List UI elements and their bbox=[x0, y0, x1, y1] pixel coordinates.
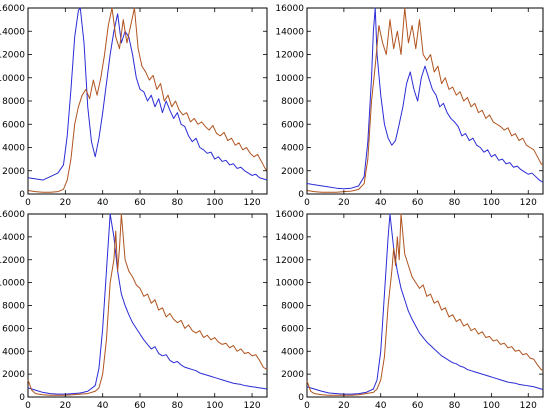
x-tick-label: 20 bbox=[60, 198, 72, 208]
x-tick-label: 60 bbox=[134, 198, 146, 208]
y-tick-label: 0 bbox=[19, 190, 25, 200]
y-tick-label: 8000 bbox=[281, 302, 304, 312]
axes-frame bbox=[306, 213, 544, 398]
y-tick-label: 10000 bbox=[275, 279, 304, 289]
x-tick-label: 20 bbox=[338, 401, 350, 411]
series-line-1 bbox=[27, 7, 268, 181]
y-tick-label: 0 bbox=[19, 393, 25, 403]
series-line-2 bbox=[27, 213, 268, 396]
x-tick-label: 120 bbox=[520, 401, 537, 411]
chart-panel-bottom-right: 0 20 40 60 80 100 120 0 2000 4000 6000 8000 10000 120… bbox=[275, 210, 544, 411]
y-tick-label: 0 bbox=[298, 190, 304, 200]
x-tick-label: 80 bbox=[449, 198, 461, 208]
y-tick-label: 16000 bbox=[0, 210, 25, 220]
axes-frame bbox=[306, 7, 544, 195]
x-tick-label: 120 bbox=[243, 198, 260, 208]
y-tick-label: 10000 bbox=[0, 74, 25, 84]
y-tick-label: 4000 bbox=[281, 144, 304, 154]
y-tick-label: 2000 bbox=[2, 167, 25, 177]
y-tick-label: 8000 bbox=[2, 302, 25, 312]
y-tick-label: 4000 bbox=[2, 347, 25, 357]
y-tick-label: 10000 bbox=[0, 279, 25, 289]
x-tick-label: 100 bbox=[206, 198, 223, 208]
x-tick-label: 20 bbox=[60, 401, 72, 411]
y-tick-label: 6000 bbox=[2, 324, 25, 334]
chart-panel-top-right: 0 20 40 60 80 100 120 0 2000 4000 6000 8000 10000 120… bbox=[275, 4, 544, 208]
y-tick-label: 4000 bbox=[2, 144, 25, 154]
x-tick-label: 60 bbox=[412, 198, 424, 208]
y-tick-label: 12000 bbox=[0, 256, 25, 266]
x-tick-label: 0 bbox=[304, 198, 310, 208]
y-tick-label: 2000 bbox=[281, 167, 304, 177]
y-tick-label: 8000 bbox=[2, 97, 25, 107]
x-tick-label: 60 bbox=[412, 401, 424, 411]
series-line-1 bbox=[306, 213, 544, 395]
y-tick-label: 4000 bbox=[281, 347, 304, 357]
x-tick-label: 40 bbox=[375, 401, 387, 411]
y-tick-label: 14000 bbox=[275, 233, 304, 243]
x-tick-label: 40 bbox=[375, 198, 387, 208]
x-tick-label: 80 bbox=[449, 401, 461, 411]
x-tick-label: 120 bbox=[243, 401, 260, 411]
y-tick-label: 16000 bbox=[275, 4, 304, 14]
y-tick-label: 14000 bbox=[0, 233, 25, 243]
x-tick-label: 100 bbox=[483, 198, 500, 208]
y-tick-label: 16000 bbox=[0, 4, 25, 14]
y-tick-label: 8000 bbox=[281, 97, 304, 107]
x-tick-label: 100 bbox=[483, 401, 500, 411]
x-tick-label: 60 bbox=[134, 401, 146, 411]
y-tick-label: 6000 bbox=[281, 324, 304, 334]
series-line-2 bbox=[306, 7, 544, 193]
y-tick-label: 6000 bbox=[2, 120, 25, 130]
x-tick-label: 80 bbox=[172, 198, 184, 208]
series-line-2 bbox=[27, 7, 268, 193]
x-tick-label: 40 bbox=[97, 401, 109, 411]
y-tick-label: 2000 bbox=[281, 370, 304, 380]
y-tick-label: 14000 bbox=[275, 27, 304, 37]
x-tick-label: 120 bbox=[520, 198, 537, 208]
series-line-1 bbox=[27, 213, 268, 395]
y-tick-label: 12000 bbox=[0, 51, 25, 61]
x-tick-label: 80 bbox=[172, 401, 184, 411]
y-tick-label: 16000 bbox=[275, 210, 304, 220]
y-tick-label: 2000 bbox=[2, 370, 25, 380]
y-tick-label: 12000 bbox=[275, 51, 304, 61]
y-tick-label: 0 bbox=[298, 393, 304, 403]
x-tick-label: 0 bbox=[25, 401, 31, 411]
x-tick-label: 100 bbox=[206, 401, 223, 411]
x-tick-label: 40 bbox=[97, 198, 109, 208]
y-tick-label: 6000 bbox=[281, 120, 304, 130]
chart-panel-bottom-left: 0 20 40 60 80 100 120 0 2000 4000 6000 8000 10000 120… bbox=[0, 210, 268, 411]
y-tick-label: 10000 bbox=[275, 74, 304, 84]
y-tick-label: 14000 bbox=[0, 27, 25, 37]
x-tick-label: 0 bbox=[304, 401, 310, 411]
x-tick-label: 20 bbox=[338, 198, 350, 208]
series-line-2 bbox=[306, 213, 544, 396]
chart-panel-top-left: 0 20 40 60 80 100 120 0 2000 4000 6000 8000 10000 120… bbox=[0, 4, 268, 208]
y-tick-label: 12000 bbox=[275, 256, 304, 266]
axes-frame bbox=[27, 213, 268, 398]
x-tick-label: 0 bbox=[25, 198, 31, 208]
series-line-1 bbox=[306, 7, 544, 190]
